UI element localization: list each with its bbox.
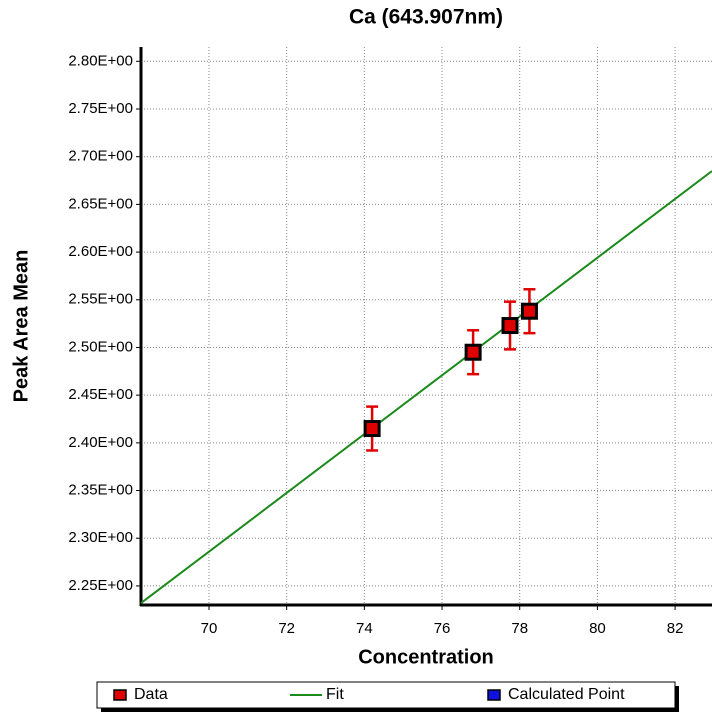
data-point <box>464 343 482 361</box>
y-tick-label: 2.65E+00 <box>68 195 133 212</box>
y-tick-label: 2.60E+00 <box>68 243 133 260</box>
y-tick-label: 2.70E+00 <box>68 148 133 165</box>
legend-label: Fit <box>326 686 344 703</box>
legend-swatch <box>487 689 501 701</box>
legend-label: Calculated Point <box>508 686 625 703</box>
x-axis-label: Concentration <box>358 646 494 668</box>
chart-title: Ca (643.907nm) <box>349 6 503 29</box>
legend-box <box>96 681 676 709</box>
legend-label: Data <box>134 686 168 703</box>
data-point <box>501 317 519 335</box>
legend-swatch <box>113 689 127 701</box>
fit-line <box>140 170 712 604</box>
y-axis-label: Peak Area Mean <box>10 250 32 403</box>
y-tick-label: 2.45E+00 <box>68 386 133 403</box>
x-tick-label: 70 <box>201 620 218 637</box>
x-tick-label: 80 <box>589 620 606 637</box>
y-tick-label: 2.50E+00 <box>68 338 133 355</box>
data-point <box>520 302 538 320</box>
y-tick-label: 2.80E+00 <box>68 52 133 69</box>
x-tick-label: 76 <box>434 620 451 637</box>
x-tick-label: 82 <box>667 620 684 637</box>
data-point <box>363 420 381 438</box>
y-tick-label: 2.30E+00 <box>68 529 133 546</box>
y-tick-label: 2.55E+00 <box>68 291 133 308</box>
y-tick-label: 2.75E+00 <box>68 100 133 117</box>
x-tick-label: 74 <box>356 620 373 637</box>
y-tick-label: 2.35E+00 <box>68 482 133 499</box>
y-tick-label: 2.25E+00 <box>68 577 133 594</box>
y-tick-label: 2.40E+00 <box>68 434 133 451</box>
x-tick-label: 78 <box>511 620 528 637</box>
x-tick-label: 72 <box>278 620 295 637</box>
